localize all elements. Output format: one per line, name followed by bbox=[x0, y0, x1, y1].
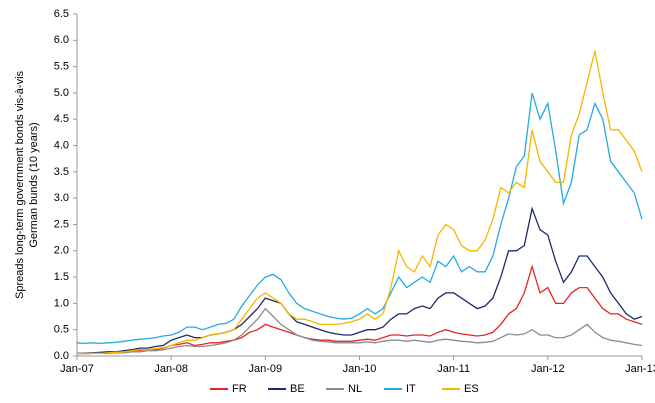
series-line bbox=[77, 264, 643, 355]
x-tick-label: Jan-13 bbox=[625, 363, 655, 375]
x-tick-label: Jan-10 bbox=[343, 363, 377, 375]
y-tick-label: 4.0 bbox=[54, 139, 69, 151]
y-axis-label: Spreads long-term government bonds vis-à… bbox=[14, 70, 26, 299]
series-line bbox=[76, 50, 643, 355]
y-tick-label: 6.0 bbox=[54, 34, 69, 46]
x-tick-label: Jan-08 bbox=[154, 363, 188, 375]
y-tick-label: 1.5 bbox=[54, 271, 69, 283]
y-tick-label: 5.5 bbox=[54, 61, 69, 73]
y-tick-label: 1.0 bbox=[54, 297, 69, 309]
series-line bbox=[77, 307, 643, 355]
y-axis-label: German bunds (10 years) bbox=[28, 122, 40, 247]
series-line bbox=[77, 206, 643, 355]
y-tick-label: 0.5 bbox=[54, 324, 69, 336]
x-tick-label: Jan-09 bbox=[249, 363, 283, 375]
y-tick-label: 4.5 bbox=[54, 113, 69, 125]
y-tick-label: 3.5 bbox=[54, 166, 69, 178]
y-tick-label: 2.5 bbox=[54, 218, 69, 230]
series-line bbox=[76, 92, 643, 345]
y-tick-label: 6.5 bbox=[54, 8, 69, 20]
legend-label: NL bbox=[348, 383, 362, 395]
y-tick-label: 2.0 bbox=[54, 245, 69, 257]
legend-label: ES bbox=[464, 383, 479, 395]
x-tick-label: Jan-12 bbox=[531, 363, 565, 375]
x-tick-label: Jan-11 bbox=[437, 363, 470, 375]
y-tick-label: 5.0 bbox=[54, 87, 69, 99]
y-tick-label: 3.0 bbox=[54, 192, 69, 204]
x-tick-label: Jan-07 bbox=[60, 363, 94, 375]
legend-label: BE bbox=[290, 383, 305, 395]
legend-label: FR bbox=[232, 383, 247, 395]
y-tick-label: 0.0 bbox=[54, 350, 69, 362]
legend-label: IT bbox=[406, 383, 416, 395]
